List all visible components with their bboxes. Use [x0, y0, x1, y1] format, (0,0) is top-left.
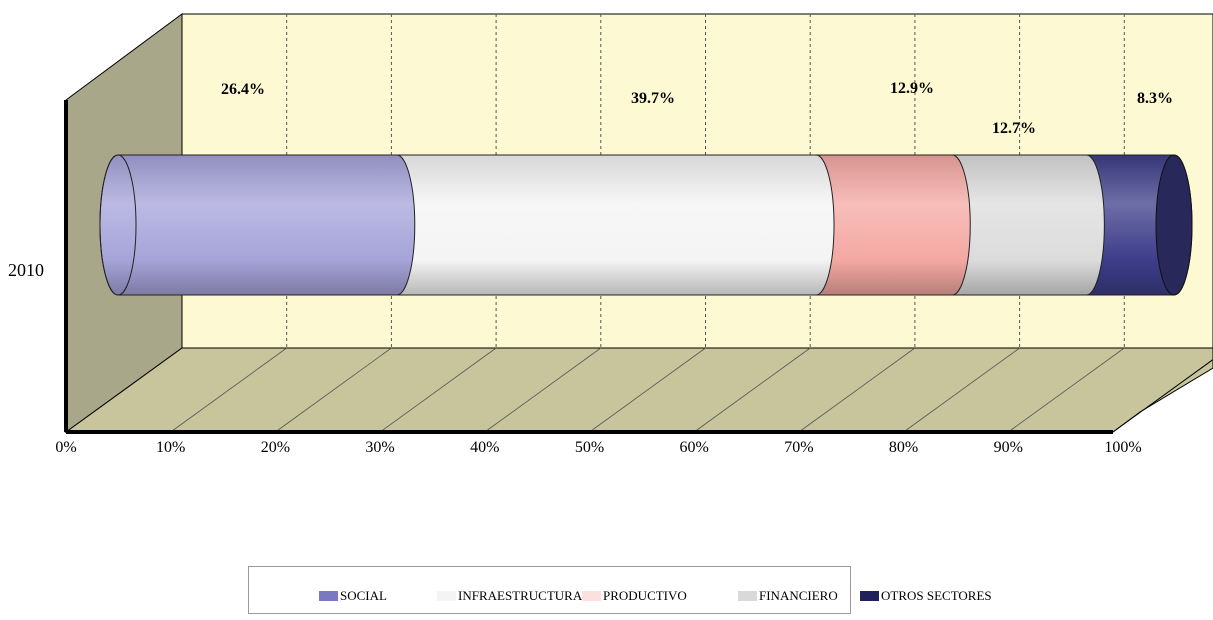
x-tick-label: 90% — [994, 439, 1023, 456]
cylinder-end-cap — [1155, 154, 1193, 296]
category-label: 2010 — [8, 260, 44, 280]
chart-legend: SOCIAL INFRAESTRUCTURA PRODUCTIVO FINANC… — [248, 566, 992, 614]
x-tick-label: 20% — [261, 439, 290, 456]
x-tick-label: 10% — [156, 439, 185, 456]
legend-item-otros-sectores: OTROS SECTORES — [860, 588, 992, 604]
legend-item-social: SOCIAL — [319, 588, 387, 604]
legend-swatch-financiero — [738, 591, 757, 601]
gridline-floor — [1008, 347, 1125, 433]
data-label-infraestructura: 39.7% — [631, 90, 675, 107]
gridline-floor — [170, 347, 287, 433]
legend-swatch-otros-sectores — [860, 591, 879, 601]
data-label-productivo: 12.9% — [890, 80, 934, 97]
legend-item-productivo: PRODUCTIVO — [582, 588, 687, 604]
x-tick-label: 70% — [784, 439, 813, 456]
legend-label-productivo: PRODUCTIVO — [603, 588, 687, 603]
legend-label-otros-sectores: OTROS SECTORES — [881, 588, 992, 603]
floor-front-right-edge — [1112, 359, 1213, 433]
gridline-floor — [693, 347, 811, 433]
x-tick-label: 80% — [889, 439, 918, 456]
x-tick-label: 0% — [55, 439, 76, 456]
gridline-floor — [903, 347, 1020, 433]
gridline-floor — [275, 347, 392, 433]
bar-segment-social — [99, 154, 416, 296]
floor — [64, 347, 1213, 433]
legend-item-infraestructura: INFRAESTRUCTURA — [437, 588, 582, 604]
data-label-financiero: 12.7% — [992, 120, 1036, 137]
gridline-floor — [484, 347, 602, 433]
cylinder-left-edge — [99, 154, 137, 296]
data-label-otros-sectores: 8.3% — [1137, 90, 1173, 107]
legend-swatch-social — [319, 591, 338, 601]
gridline-floor — [798, 347, 916, 433]
legend-swatch-infraestructura — [437, 591, 456, 601]
x-tick-label: 60% — [680, 439, 709, 456]
legend-swatch-productivo — [582, 591, 601, 601]
legend-label-social: SOCIAL — [340, 588, 387, 603]
bar-segment-infraestructura — [378, 154, 835, 296]
data-label-social: 26.4% — [221, 81, 265, 98]
x-tick-label: 30% — [365, 439, 394, 456]
gridline-floor — [379, 347, 497, 433]
gridline-floor — [589, 347, 706, 433]
x-tick-label: 40% — [470, 439, 499, 456]
legend-label-financiero: FINANCIERO — [759, 588, 838, 603]
x-tick-label: 50% — [575, 439, 604, 456]
legend-item-financiero: FINANCIERO — [738, 588, 838, 604]
legend-label-infraestructura: INFRAESTRUCTURA — [458, 588, 583, 603]
x-tick-label: 100% — [1104, 439, 1141, 456]
